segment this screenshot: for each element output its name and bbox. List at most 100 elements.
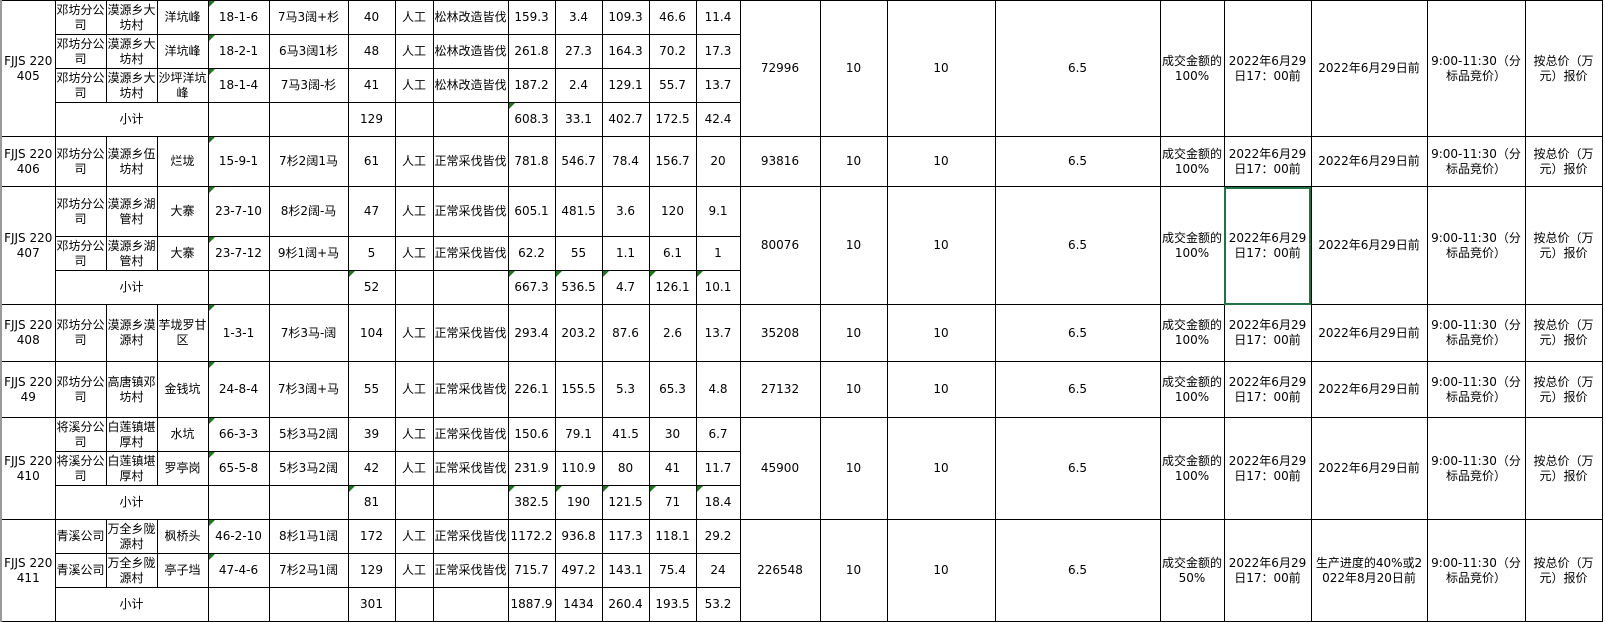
value-cell-v2[interactable]: 79.1 [554, 417, 603, 452]
cutting-type-cell[interactable]: 正常采伐皆伐 [432, 361, 509, 418]
bid-time-cell[interactable]: 9:00-11:30（分标品竞价） [1426, 417, 1526, 520]
value-b-cell[interactable]: 10 [886, 361, 996, 418]
subtotal-value-cell-v3[interactable]: 260.4 [601, 587, 650, 622]
cutting-type-cell[interactable]: 松林改造皆伐 [432, 68, 509, 103]
payment-deadline-cell[interactable]: 2022年6月29日17：00前 [1223, 0, 1312, 137]
deposit-cell[interactable]: 成交金额的100% [1159, 186, 1225, 305]
empty-cell[interactable] [432, 485, 509, 520]
value-c-cell[interactable]: 6.5 [994, 519, 1161, 622]
lot-id-cell[interactable]: FJJS 220405 [0, 0, 56, 137]
subtotal-value-cell-v4[interactable]: 172.5 [648, 102, 697, 137]
plot-code-cell[interactable]: 18-1-4 [207, 68, 270, 103]
value-a-cell[interactable]: 10 [819, 136, 888, 187]
value-cell-v4[interactable]: 65.3 [648, 361, 697, 418]
empty-cell[interactable] [207, 485, 270, 520]
lot-id-cell[interactable]: FJJS 220406 [0, 136, 56, 187]
subtotal-value-cell-v4[interactable]: 126.1 [648, 270, 697, 305]
subtotal-value-cell-v4[interactable]: 71 [648, 485, 697, 520]
value-a-cell[interactable]: 10 [819, 304, 888, 362]
subtotal-value-cell-v3[interactable]: 4.7 [601, 270, 650, 305]
price-cell[interactable]: 45900 [739, 417, 821, 520]
company-cell[interactable]: 青溪公司 [54, 553, 107, 588]
value-cell-v2[interactable]: 203.2 [554, 304, 603, 362]
deposit-cell[interactable]: 成交金额的100% [1159, 304, 1225, 362]
township-village-cell[interactable]: 白莲镇堪厚村 [105, 417, 158, 452]
subtotal-label[interactable]: 小计 [54, 102, 209, 137]
composition-cell[interactable]: 8杉2阔-马 [268, 186, 349, 237]
value-cell-v5[interactable]: 1 [695, 236, 741, 271]
site-name-cell[interactable]: 大寨 [156, 186, 209, 237]
plot-code-cell[interactable]: 1-3-1 [207, 304, 270, 362]
lot-id-cell[interactable]: FJJS 22049 [0, 361, 56, 418]
empty-cell[interactable] [394, 102, 434, 137]
value-cell-v1[interactable]: 150.6 [507, 417, 556, 452]
value-cell-v2[interactable]: 155.5 [554, 361, 603, 418]
price-cell[interactable]: 93816 [739, 136, 821, 187]
subtotal-value-cell-v3[interactable]: 121.5 [601, 485, 650, 520]
composition-cell[interactable]: 6马3阔1杉 [268, 34, 349, 69]
empty-cell[interactable] [394, 270, 434, 305]
payment-deadline-cell[interactable]: 2022年6月29日17：00前 [1223, 136, 1312, 187]
township-village-cell[interactable]: 漠源乡湖管村 [105, 186, 158, 237]
subtotal-value-cell-v2[interactable]: 1434 [554, 587, 603, 622]
plot-code-cell[interactable]: 47-4-6 [207, 553, 270, 588]
plot-code-cell[interactable]: 18-2-1 [207, 34, 270, 69]
site-name-cell[interactable]: 金钱坑 [156, 361, 209, 418]
cutting-type-cell[interactable]: 正常采伐皆伐 [432, 519, 509, 554]
value-cell-v2[interactable]: 3.4 [554, 0, 603, 35]
area-cell[interactable]: 47 [347, 186, 396, 237]
deposit-cell[interactable]: 成交金额的100% [1159, 0, 1225, 137]
bid-method-cell[interactable]: 按总价（万元）报价 [1524, 0, 1603, 137]
subtotal-area-cell[interactable]: 301 [347, 587, 396, 622]
composition-cell[interactable]: 8杉1马1阔 [268, 519, 349, 554]
bid-time-cell[interactable]: 9:00-11:30（分标品竞价） [1426, 136, 1526, 187]
value-cell-v3[interactable]: 164.3 [601, 34, 650, 69]
area-cell[interactable]: 41 [347, 68, 396, 103]
township-village-cell[interactable]: 万全乡陇源村 [105, 553, 158, 588]
subtotal-value-cell-v3[interactable]: 402.7 [601, 102, 650, 137]
company-cell[interactable]: 邓坊分公司 [54, 34, 107, 69]
method-cell[interactable]: 人工 [394, 34, 434, 69]
method-cell[interactable]: 人工 [394, 451, 434, 486]
value-cell-v3[interactable]: 41.5 [601, 417, 650, 452]
bid-time-cell[interactable]: 9:00-11:30（分标品竞价） [1426, 519, 1526, 622]
plot-code-cell[interactable]: 46-2-10 [207, 519, 270, 554]
cutting-type-cell[interactable]: 松林改造皆伐 [432, 34, 509, 69]
company-cell[interactable]: 将溪分公司 [54, 417, 107, 452]
area-cell[interactable]: 104 [347, 304, 396, 362]
empty-cell[interactable] [432, 587, 509, 622]
value-cell-v1[interactable]: 715.7 [507, 553, 556, 588]
bid-method-cell[interactable]: 按总价（万元）报价 [1524, 519, 1603, 622]
composition-cell[interactable]: 5杉3马2阔 [268, 417, 349, 452]
plot-code-cell[interactable]: 65-5-8 [207, 451, 270, 486]
deposit-cell[interactable]: 成交金额的50% [1159, 519, 1225, 622]
subtotal-value-cell-v1[interactable]: 667.3 [507, 270, 556, 305]
value-cell-v3[interactable]: 109.3 [601, 0, 650, 35]
method-cell[interactable]: 人工 [394, 417, 434, 452]
cutting-type-cell[interactable]: 松林改造皆伐 [432, 0, 509, 35]
value-cell-v4[interactable]: 55.7 [648, 68, 697, 103]
subtotal-area-cell[interactable]: 52 [347, 270, 396, 305]
area-cell[interactable]: 39 [347, 417, 396, 452]
lot-id-cell[interactable]: FJJS 220411 [0, 519, 56, 622]
plot-code-cell[interactable]: 23-7-10 [207, 186, 270, 237]
value-cell-v1[interactable]: 1172.2 [507, 519, 556, 554]
value-c-cell[interactable]: 6.5 [994, 136, 1161, 187]
value-cell-v1[interactable]: 781.8 [507, 136, 556, 187]
value-c-cell[interactable]: 6.5 [994, 417, 1161, 520]
value-cell-v4[interactable]: 2.6 [648, 304, 697, 362]
bid-method-cell[interactable]: 按总价（万元）报价 [1524, 417, 1603, 520]
value-cell-v3[interactable]: 1.1 [601, 236, 650, 271]
payment-deadline-cell[interactable]: 2022年6月29日17：00前 [1223, 304, 1312, 362]
value-cell-v5[interactable]: 6.7 [695, 417, 741, 452]
site-name-cell[interactable]: 沙坪洋坑峰 [156, 68, 209, 103]
area-cell[interactable]: 61 [347, 136, 396, 187]
township-village-cell[interactable]: 高唐镇邓坊村 [105, 361, 158, 418]
value-cell-v1[interactable]: 62.2 [507, 236, 556, 271]
cutting-type-cell[interactable]: 正常采伐皆伐 [432, 304, 509, 362]
empty-cell[interactable] [268, 587, 349, 622]
composition-cell[interactable]: 9杉1阔+马 [268, 236, 349, 271]
subtotal-value-cell-v1[interactable]: 608.3 [507, 102, 556, 137]
site-name-cell[interactable]: 大寨 [156, 236, 209, 271]
price-cell[interactable]: 226548 [739, 519, 821, 622]
